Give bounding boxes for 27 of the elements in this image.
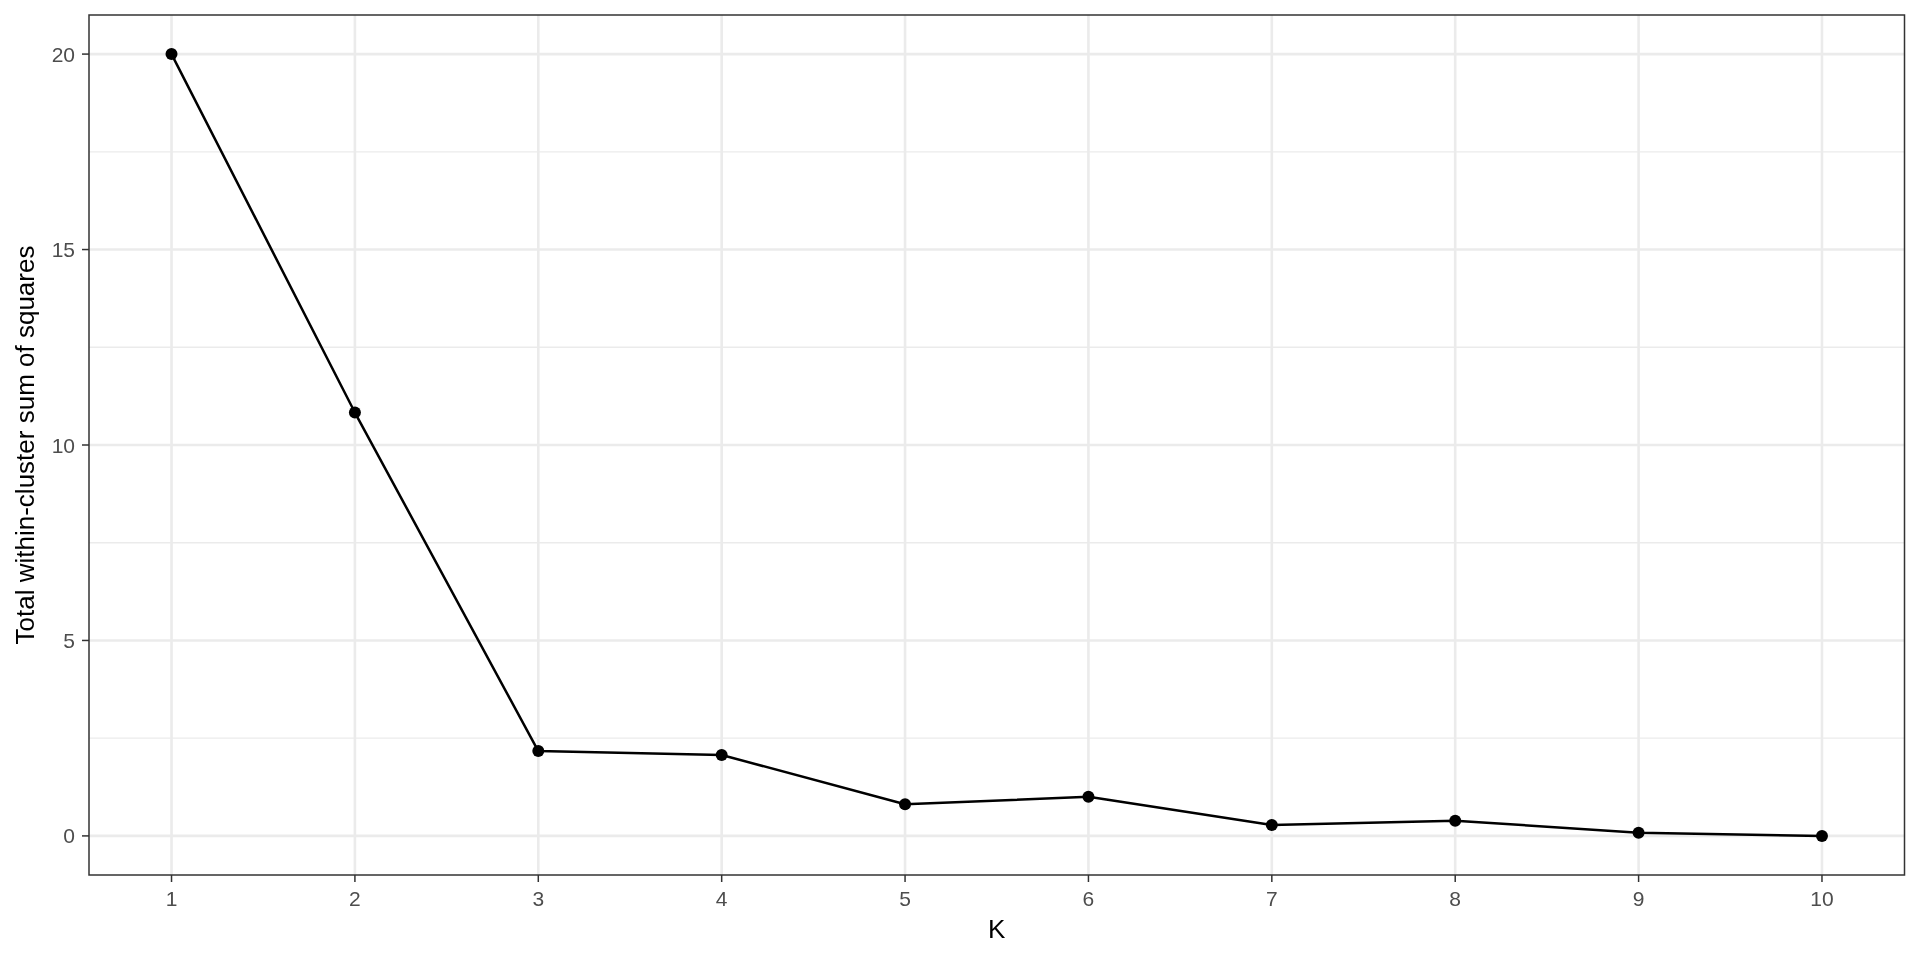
x-tick-label: 3 [532,887,545,910]
point [532,745,545,758]
y-tick-label: 15 [51,238,75,262]
x-tick-label: 7 [1265,887,1278,910]
point [1265,818,1278,831]
x-tick-label: 1 [165,887,178,910]
x-tick-label: 5 [899,887,911,910]
point [899,798,912,811]
x-tick-label: 6 [1082,887,1095,910]
y-axis-title: Total within-cluster sum of squares [10,245,40,645]
point [715,748,728,761]
point [348,406,361,419]
x-tick-label: 8 [1449,887,1462,910]
y-tick-label: 0 [63,824,75,848]
point [165,48,178,61]
x-tick-label: 2 [349,887,361,910]
point [1815,829,1828,842]
y-tick-label: 20 [51,42,75,66]
point [1449,814,1462,827]
x-tick-label: 9 [1632,887,1645,910]
x-tick-label: 10 [1810,887,1834,910]
point [1632,826,1645,839]
x-tick-label: 4 [715,887,728,910]
y-tick-label: 5 [63,629,75,653]
x-axis-title: K [988,914,1007,944]
point [1082,790,1095,803]
y-tick-label: 10 [51,433,75,457]
